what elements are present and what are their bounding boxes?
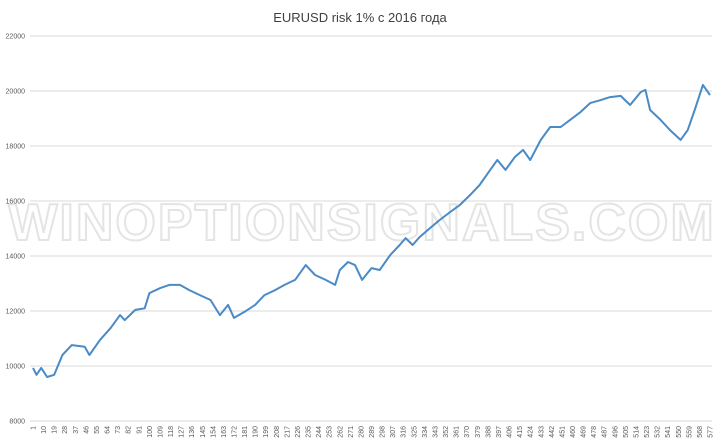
y-axis: 8000 10000 12000 14000 16000 18000 20000 22000 <box>6 34 26 426</box>
x-tick-label: 172 <box>231 426 238 438</box>
x-tick-label: 10 <box>41 426 48 434</box>
x-tick-label: 280 <box>358 426 365 438</box>
x-tick-label: 433 <box>538 426 545 438</box>
x-tick-label: 316 <box>401 426 408 438</box>
y-tick-label: 16000 <box>6 199 26 206</box>
x-tick-label: 82 <box>126 426 133 434</box>
y-tick-label: 20000 <box>6 89 26 96</box>
x-tick-label: 460 <box>570 426 577 438</box>
x-tick-label: 226 <box>295 426 302 438</box>
x-tick-label: 91 <box>136 426 143 434</box>
x-tick-label: 118 <box>168 426 175 437</box>
x-tick-label: 181 <box>242 426 249 438</box>
y-tick-label: 18000 <box>6 144 26 151</box>
x-tick-label: 334 <box>422 426 429 438</box>
y-tick-label: 14000 <box>6 254 26 261</box>
y-tick-label: 10000 <box>6 364 26 371</box>
x-axis: 1 10 19 28 37 46 55 64 73 82 91 100 109 118 127 136 145 1… <box>31 426 715 438</box>
x-tick-label: 163 <box>221 426 228 438</box>
x-tick-label: 307 <box>390 426 397 438</box>
x-tick-label: 487 <box>602 426 609 438</box>
x-tick-label: 406 <box>507 426 514 438</box>
x-tick-label: 19 <box>52 426 59 434</box>
x-tick-label: 109 <box>157 426 164 438</box>
x-tick-label: 100 <box>147 426 154 438</box>
x-tick-label: 559 <box>686 426 693 438</box>
y-tick-label: 12000 <box>6 309 26 316</box>
x-tick-label: 478 <box>591 426 598 438</box>
x-tick-label: 28 <box>62 426 69 434</box>
x-tick-label: 208 <box>274 426 281 438</box>
x-tick-label: 361 <box>454 426 461 438</box>
x-tick-label: 253 <box>327 426 334 438</box>
x-tick-label: 370 <box>464 426 471 438</box>
x-tick-label: 442 <box>549 426 556 438</box>
x-tick-label: 64 <box>105 426 112 434</box>
x-tick-label: 199 <box>263 426 270 438</box>
x-tick-label: 217 <box>284 426 291 438</box>
x-tick-label: 352 <box>443 426 450 438</box>
x-tick-label: 244 <box>316 426 323 438</box>
x-tick-label: 37 <box>73 426 80 434</box>
x-tick-label: 127 <box>179 426 186 438</box>
x-tick-label: 568 <box>697 426 704 438</box>
x-tick-label: 469 <box>581 426 588 438</box>
x-tick-label: 235 <box>306 426 313 438</box>
x-tick-label: 577 <box>708 426 715 438</box>
x-tick-label: 262 <box>337 426 344 438</box>
series-line <box>32 83 711 378</box>
x-tick-label: 505 <box>623 426 630 438</box>
x-tick-label: 325 <box>411 426 418 438</box>
x-tick-label: 415 <box>517 426 524 438</box>
watermark: WINOPTIONSIGNALS.COM <box>8 194 715 252</box>
x-tick-label: 343 <box>432 426 439 438</box>
x-tick-label: 136 <box>189 426 196 438</box>
x-tick-label: 154 <box>210 426 217 438</box>
x-tick-label: 523 <box>644 426 651 438</box>
x-tick-label: 424 <box>528 426 535 438</box>
x-tick-label: 397 <box>496 426 503 438</box>
x-tick-label: 541 <box>665 426 672 438</box>
x-tick-label: 379 <box>475 426 482 438</box>
y-tick-label: 8000 <box>9 419 25 426</box>
x-tick-label: 451 <box>559 426 566 438</box>
x-tick-label: 496 <box>612 426 619 438</box>
x-tick-label: 298 <box>380 426 387 438</box>
x-tick-label: 1 <box>31 426 38 430</box>
y-tick-label: 22000 <box>6 34 26 41</box>
x-tick-label: 145 <box>200 426 207 438</box>
x-tick-label: 532 <box>655 426 662 438</box>
gridlines <box>30 35 712 422</box>
x-tick-label: 190 <box>253 426 260 438</box>
chart-title: EURUSD risk 1% с 2016 года <box>273 10 447 25</box>
x-tick-label: 514 <box>633 426 640 438</box>
x-tick-label: 550 <box>676 426 683 438</box>
x-tick-label: 289 <box>369 426 376 438</box>
x-tick-label: 388 <box>485 426 492 438</box>
x-tick-label: 73 <box>115 426 122 434</box>
x-tick-label: 46 <box>83 426 90 434</box>
x-tick-label: 271 <box>348 426 355 438</box>
x-tick-label: 55 <box>94 426 101 434</box>
